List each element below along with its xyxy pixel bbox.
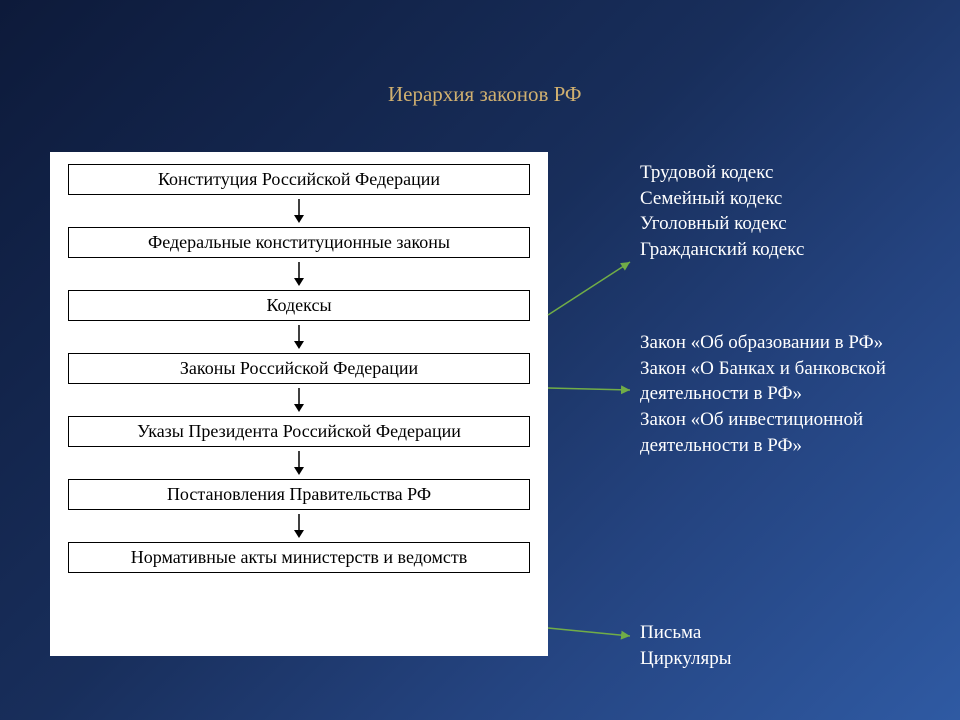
hierarchy-box: Постановления Правительства РФ [68, 479, 530, 510]
hierarchy-box: Указы Президента Российской Федерации [68, 416, 530, 447]
annotation-line: Закон «Об инвестиционной деятельности в … [640, 407, 950, 458]
hierarchy-box: Законы Российской Федерации [68, 353, 530, 384]
hierarchy-box: Нормативные акты министерств и ведомств [68, 542, 530, 573]
hierarchy-box: Конституция Российской Федерации [68, 164, 530, 195]
hierarchy-arrow [68, 447, 530, 479]
hierarchy-arrow [68, 321, 530, 353]
hierarchy-arrow [68, 258, 530, 290]
hierarchy-arrow [68, 384, 530, 416]
annotation-line: Циркуляры [640, 646, 900, 672]
annotation-line: Закон «О Банках и банковской деятельност… [640, 356, 950, 407]
annotation-bot: ПисьмаЦиркуляры [640, 620, 900, 671]
annotation-line: Уголовный кодекс [640, 211, 940, 237]
hierarchy-box: Кодексы [68, 290, 530, 321]
annotation-line: Семейный кодекс [640, 186, 940, 212]
annotation-line: Письма [640, 620, 900, 646]
hierarchy-arrow [68, 195, 530, 227]
slide-title: Иерархия законов РФ [388, 82, 582, 107]
annotation-line: Гражданский кодекс [640, 237, 940, 263]
annotation-line: Трудовой кодекс [640, 160, 940, 186]
hierarchy-panel: Конституция Российской Федерации Федераль… [50, 152, 548, 656]
annotation-mid: Закон «Об образовании в РФ»Закон «О Банк… [640, 330, 950, 458]
hierarchy-box: Федеральные конституционные законы [68, 227, 530, 258]
annotation-line: Закон «Об образовании в РФ» [640, 330, 950, 356]
hierarchy-arrow [68, 510, 530, 542]
slide: Иерархия законов РФ Конституция Российск… [0, 0, 960, 720]
annotation-top: Трудовой кодексСемейный кодексУголовный … [640, 160, 940, 263]
